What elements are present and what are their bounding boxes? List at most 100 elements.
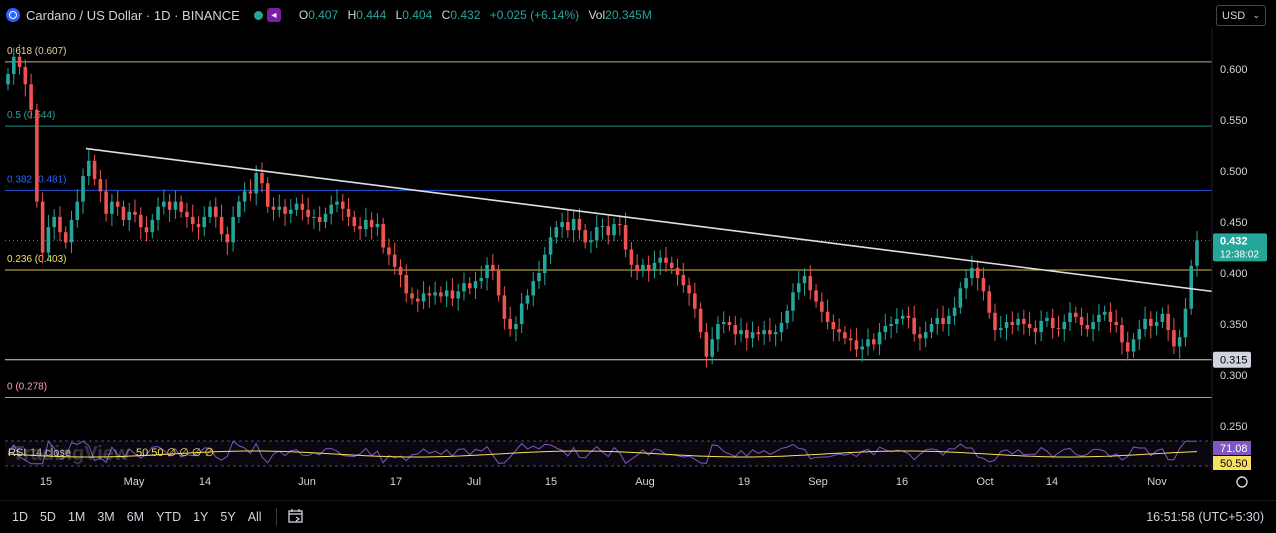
candle-body bbox=[150, 219, 155, 233]
candle-body bbox=[646, 264, 651, 271]
candle-body bbox=[121, 206, 126, 220]
clock-timezone[interactable]: 16:51:58 (UTC+5:30) bbox=[1146, 510, 1264, 524]
candle-body bbox=[502, 295, 507, 319]
candle-body bbox=[439, 292, 443, 297]
range-5d-button[interactable]: 5D bbox=[39, 510, 56, 524]
symbol-title[interactable]: Cardano / US Dollar · 1D · BINANCE bbox=[26, 7, 240, 23]
candle-body bbox=[993, 312, 997, 331]
candle-body bbox=[1056, 328, 1061, 330]
volume-value: 20.345M bbox=[605, 8, 652, 22]
candle-body bbox=[1010, 321, 1015, 326]
candle-body bbox=[923, 332, 928, 339]
candle-body bbox=[427, 293, 432, 296]
candle-body bbox=[110, 201, 114, 214]
candle-body bbox=[265, 183, 270, 207]
range-1y-button[interactable]: 1Y bbox=[193, 510, 209, 524]
candle-body bbox=[196, 224, 201, 228]
candle-body bbox=[144, 227, 149, 233]
candle-body bbox=[133, 211, 137, 215]
candle-body bbox=[681, 275, 686, 286]
low-label: L bbox=[395, 8, 403, 22]
candle-body bbox=[831, 321, 836, 330]
change-value: +0.025 (+6.14%) bbox=[489, 8, 580, 22]
candle-body bbox=[479, 278, 484, 282]
candle-body bbox=[669, 262, 674, 268]
range-5y-button[interactable]: 5Y bbox=[220, 510, 236, 524]
range-1m-button[interactable]: 1M bbox=[67, 510, 86, 524]
candle-body bbox=[387, 247, 391, 255]
time-axis-label: 19 bbox=[738, 476, 750, 488]
candle-body bbox=[329, 204, 334, 214]
candle-body bbox=[1108, 311, 1113, 322]
candle-body bbox=[566, 222, 570, 231]
candle-body bbox=[289, 209, 293, 214]
candle-body bbox=[1125, 342, 1130, 352]
candle-body bbox=[1166, 313, 1170, 331]
candle-body bbox=[1085, 325, 1090, 330]
candle-body bbox=[23, 66, 28, 85]
price-tick-label: 0.300 bbox=[1220, 370, 1248, 382]
candle-body bbox=[392, 254, 397, 267]
candle-body bbox=[52, 216, 56, 228]
close-value: 0.432 bbox=[450, 8, 481, 22]
candle-body bbox=[554, 227, 559, 238]
candle-body bbox=[173, 201, 178, 210]
candle-body bbox=[519, 303, 524, 324]
rsi-ma-value: 50.50 bbox=[1220, 458, 1248, 470]
candle-body bbox=[594, 227, 599, 241]
candle-body bbox=[548, 237, 553, 255]
candle-body bbox=[358, 226, 362, 230]
candle-body bbox=[40, 201, 45, 253]
candle-body bbox=[768, 330, 772, 335]
range-3m-button[interactable]: 3M bbox=[97, 510, 115, 524]
currency-select[interactable]: USD ⌄ bbox=[1216, 5, 1266, 26]
goto-date-icon[interactable] bbox=[287, 508, 305, 527]
candle-body bbox=[756, 332, 761, 335]
chart-settings-icon[interactable] bbox=[1236, 476, 1248, 488]
price-tick-label: 0.450 bbox=[1220, 217, 1248, 229]
candle-body bbox=[1062, 321, 1067, 330]
candle-body bbox=[675, 267, 680, 276]
candle-body bbox=[866, 339, 870, 347]
level-price-badge bbox=[1213, 351, 1251, 368]
candle-body bbox=[190, 216, 195, 225]
time-axis-label: Nov bbox=[1147, 476, 1167, 488]
candle-body bbox=[1027, 324, 1032, 329]
candle-body bbox=[508, 318, 512, 330]
candle-body bbox=[306, 209, 310, 217]
time-axis-label: 14 bbox=[199, 476, 211, 488]
candle-body bbox=[912, 317, 916, 335]
time-axis-label: Aug bbox=[635, 476, 655, 488]
candle-body bbox=[323, 213, 328, 222]
candle-body bbox=[92, 160, 97, 180]
candle-body bbox=[1160, 313, 1165, 322]
candle-body bbox=[98, 179, 103, 192]
range-1d-button[interactable]: 1D bbox=[12, 510, 28, 524]
candle-body bbox=[294, 203, 299, 210]
candle-body bbox=[612, 224, 616, 236]
range-6m-button[interactable]: 6M bbox=[126, 510, 145, 524]
market-status[interactable]: ◂ bbox=[253, 8, 281, 22]
candle-body bbox=[352, 216, 357, 227]
candle-body bbox=[219, 216, 224, 235]
candle-body bbox=[1033, 328, 1038, 333]
price-tick-label: 0.500 bbox=[1220, 166, 1248, 178]
candle-body bbox=[416, 298, 420, 302]
candle-body bbox=[629, 249, 634, 265]
candle-body bbox=[1120, 325, 1124, 343]
candle-body bbox=[254, 173, 258, 194]
rsi-band-fill bbox=[5, 441, 1212, 466]
range-ytd-button[interactable]: YTD bbox=[156, 510, 182, 524]
range-all-button[interactable]: All bbox=[247, 510, 262, 524]
candle-body bbox=[796, 283, 801, 293]
low-value: 0.404 bbox=[402, 8, 433, 22]
trendline[interactable] bbox=[85, 147, 1213, 293]
time-axis-label: Sep bbox=[808, 476, 828, 488]
price-tick-label: 0.250 bbox=[1220, 421, 1248, 433]
candle-body bbox=[877, 332, 882, 345]
candle-body bbox=[1050, 317, 1055, 329]
price-chart[interactable]: 0.618 (0.607)0.5 (0.544)0.382 (0.481)0.2… bbox=[0, 0, 1276, 500]
candle-body bbox=[1079, 316, 1084, 326]
last-price-badge[interactable] bbox=[1213, 233, 1267, 262]
